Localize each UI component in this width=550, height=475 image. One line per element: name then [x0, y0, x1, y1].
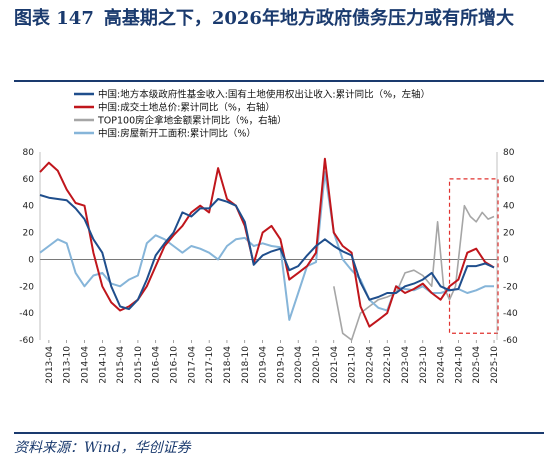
series-line-0 — [39, 194, 495, 311]
x-tick-label: 2019-10 — [276, 346, 286, 384]
x-tick-label: 2021-04 — [330, 346, 340, 384]
y-left-tick-label: 40 — [23, 202, 35, 212]
x-tick-label: 2017-10 — [205, 346, 215, 384]
x-tick-label: 2014-10 — [98, 346, 108, 384]
x-tick-label: 2024-10 — [454, 346, 464, 384]
figure-title: 高基期之下，2026年地方政府债务压力或有所增大 — [103, 8, 514, 29]
x-tick-label: 2016-10 — [170, 346, 180, 384]
x-tick-label: 2015-04 — [116, 346, 126, 384]
x-tick-label: 2018-10 — [241, 346, 251, 384]
y-left-tick-label: 20 — [23, 229, 35, 239]
x-tick-label: 2021-10 — [348, 346, 358, 384]
y-left-tick-label: 0 — [28, 255, 34, 265]
y-left-tick-label: -40 — [19, 309, 34, 319]
y-right-tick-label: 0 — [503, 255, 509, 265]
x-tick-label: 2017-04 — [187, 346, 197, 384]
y-right-tick-label: -60 — [503, 336, 518, 346]
legend-label: 中国:成交土地总价:累计同比（%，右轴） — [98, 102, 275, 114]
y-left-tick-label: -60 — [19, 336, 34, 346]
figure-number: 图表 147 — [14, 8, 94, 29]
x-tick-label: 2019-04 — [259, 346, 269, 384]
source-divider — [14, 432, 544, 434]
legend-label: 中国:房屋新开工面积:累计同比（%） — [98, 128, 256, 140]
x-tick-label: 2022-04 — [365, 346, 375, 384]
x-tick-label: 2014-04 — [81, 346, 91, 384]
y-right-tick-label: -40 — [503, 309, 518, 319]
y-left-tick-label: -20 — [19, 282, 34, 292]
x-tick-label: 2023-04 — [401, 346, 411, 384]
legend-label: 中国:地方本级政府性基金收入:国有土地使用权出让收入:累计同比（%，左轴） — [98, 89, 430, 101]
highlight-box — [448, 178, 499, 334]
series-line-1 — [39, 157, 495, 328]
x-tick-label: 2016-04 — [152, 346, 162, 384]
x-tick-label: 2025-10 — [490, 346, 500, 384]
y-left-tick-label: 80 — [23, 148, 35, 158]
x-tick-label: 2018-04 — [223, 346, 233, 384]
x-tick-label: 2020-04 — [294, 346, 304, 384]
legend-label: TOP100房企拿地金额累计同比（%，右轴） — [97, 115, 287, 127]
x-tick-label: 2015-10 — [134, 346, 144, 384]
y-right-tick-label: 60 — [503, 175, 515, 185]
x-tick-label: 2023-10 — [419, 346, 429, 384]
x-tick-label: 2024-04 — [437, 346, 447, 384]
y-right-tick-label: 80 — [503, 148, 515, 158]
y-right-tick-label: -20 — [503, 282, 518, 292]
x-tick-label: 2020-10 — [312, 346, 322, 384]
title-divider — [14, 80, 544, 82]
x-tick-label: 2025-04 — [472, 346, 482, 384]
x-tick-label: 2022-10 — [383, 346, 393, 384]
y-left-tick-label: 60 — [23, 175, 35, 185]
y-right-tick-label: 20 — [503, 229, 515, 239]
series-line-3 — [39, 171, 494, 321]
line-chart: -60 -40 -20 0 20 40 60 80 -60 -40 -20 0 20 40 60 80 2013… — [19, 89, 518, 384]
x-tick-label: 2013-04 — [45, 346, 55, 384]
y-right-tick-label: 40 — [503, 202, 515, 212]
x-tick-label: 2013-10 — [63, 346, 73, 384]
source-note: 资料来源：Wind，华创证券 — [14, 440, 191, 456]
figure-title-block: 图表 147 高基期之下，2026年地方政府债务压力或有所增大 — [14, 6, 544, 31]
series-line-2 — [333, 204, 495, 341]
